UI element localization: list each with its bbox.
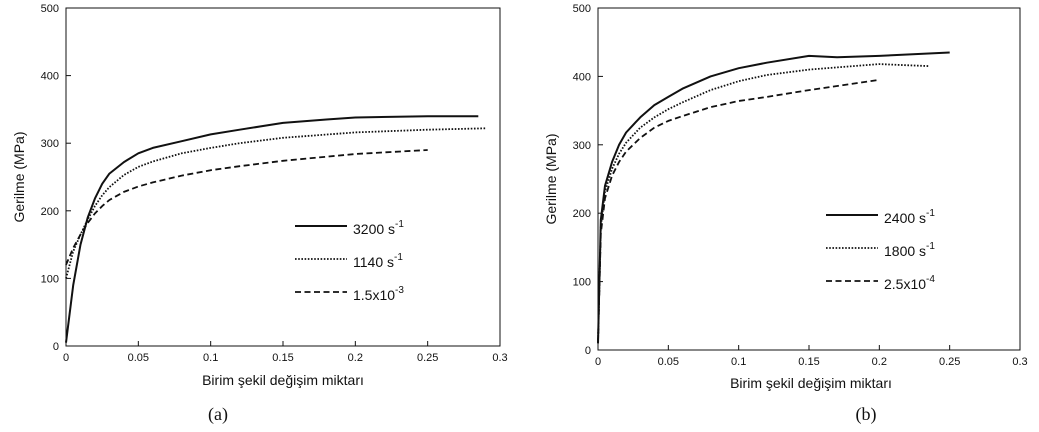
y-tick-label: 0: [585, 345, 591, 357]
x-tick-label: 0.2: [348, 352, 363, 364]
panel-label: (a): [208, 404, 228, 425]
x-tick-label: 0.05: [128, 352, 149, 364]
series-line-3: [65, 149, 428, 266]
y-tick-label: 400: [41, 71, 59, 83]
x-tick-label: 0.25: [939, 356, 960, 368]
x-tick-label: 0.2: [872, 356, 887, 368]
legend-label-3: 1.5x10-3: [353, 285, 404, 303]
legend-label-2: 1140 s-1: [353, 252, 403, 270]
y-tick-label: 200: [573, 208, 591, 220]
legend-label-1: 3200 s-1: [353, 219, 404, 237]
y-axis-label: Gerilme (MPa): [11, 131, 27, 222]
x-tick-label: 0.05: [658, 356, 679, 368]
chart-panel-a: 0 0.05 0.1 0.15 0.2 0.25 0.3 0 100 200 300 400 500 Bi…: [11, 3, 508, 425]
x-tick-label: 0.3: [492, 352, 507, 364]
y-tick-label: 0: [53, 341, 59, 353]
y-tick-label: 500: [41, 3, 59, 15]
y-tick-label: 300: [41, 138, 59, 150]
legend-label-2: 1800 s-1: [884, 241, 935, 259]
x-axis-label: Birim şekil değişim miktarı: [202, 372, 364, 388]
legend-label-3: 2.5x10-4: [884, 274, 935, 292]
chart-panel-b: 0 0.05 0.1 0.15 0.2 0.25 0.3 0 100 200 300 400 500 Bi…: [543, 3, 1028, 425]
x-tick-label: 0.1: [731, 356, 746, 368]
x-tick-label: 0.3: [1012, 356, 1027, 368]
x-tick-label: 0.15: [798, 356, 819, 368]
x-axis-label: Birim şekil değişim miktarı: [730, 375, 892, 391]
series-line-1: [65, 115, 479, 343]
x-tick-label: 0.25: [417, 352, 438, 364]
series-line-2: [597, 63, 929, 344]
y-tick-label: 100: [41, 273, 59, 285]
legend-label-1: 2400 s-1: [884, 208, 935, 226]
y-tick-label: 400: [573, 71, 591, 83]
y-axis-label: Gerilme (MPa): [543, 133, 559, 224]
plot-frame: [597, 7, 1021, 351]
x-tick-label: 0.15: [272, 352, 293, 364]
series-line-3: [597, 78, 880, 344]
series-line-1: [597, 51, 950, 344]
y-tick-label: 100: [573, 277, 591, 289]
plot-frame: [65, 7, 501, 347]
panel-label: (b): [856, 404, 877, 425]
x-tick-label: 0: [595, 356, 601, 368]
y-tick-label: 500: [573, 3, 591, 15]
y-tick-label: 200: [41, 206, 59, 218]
y-tick-label: 300: [573, 140, 591, 152]
x-tick-label: 0.1: [203, 352, 218, 364]
series-line-2: [65, 127, 486, 279]
x-tick-label: 0: [63, 352, 69, 364]
